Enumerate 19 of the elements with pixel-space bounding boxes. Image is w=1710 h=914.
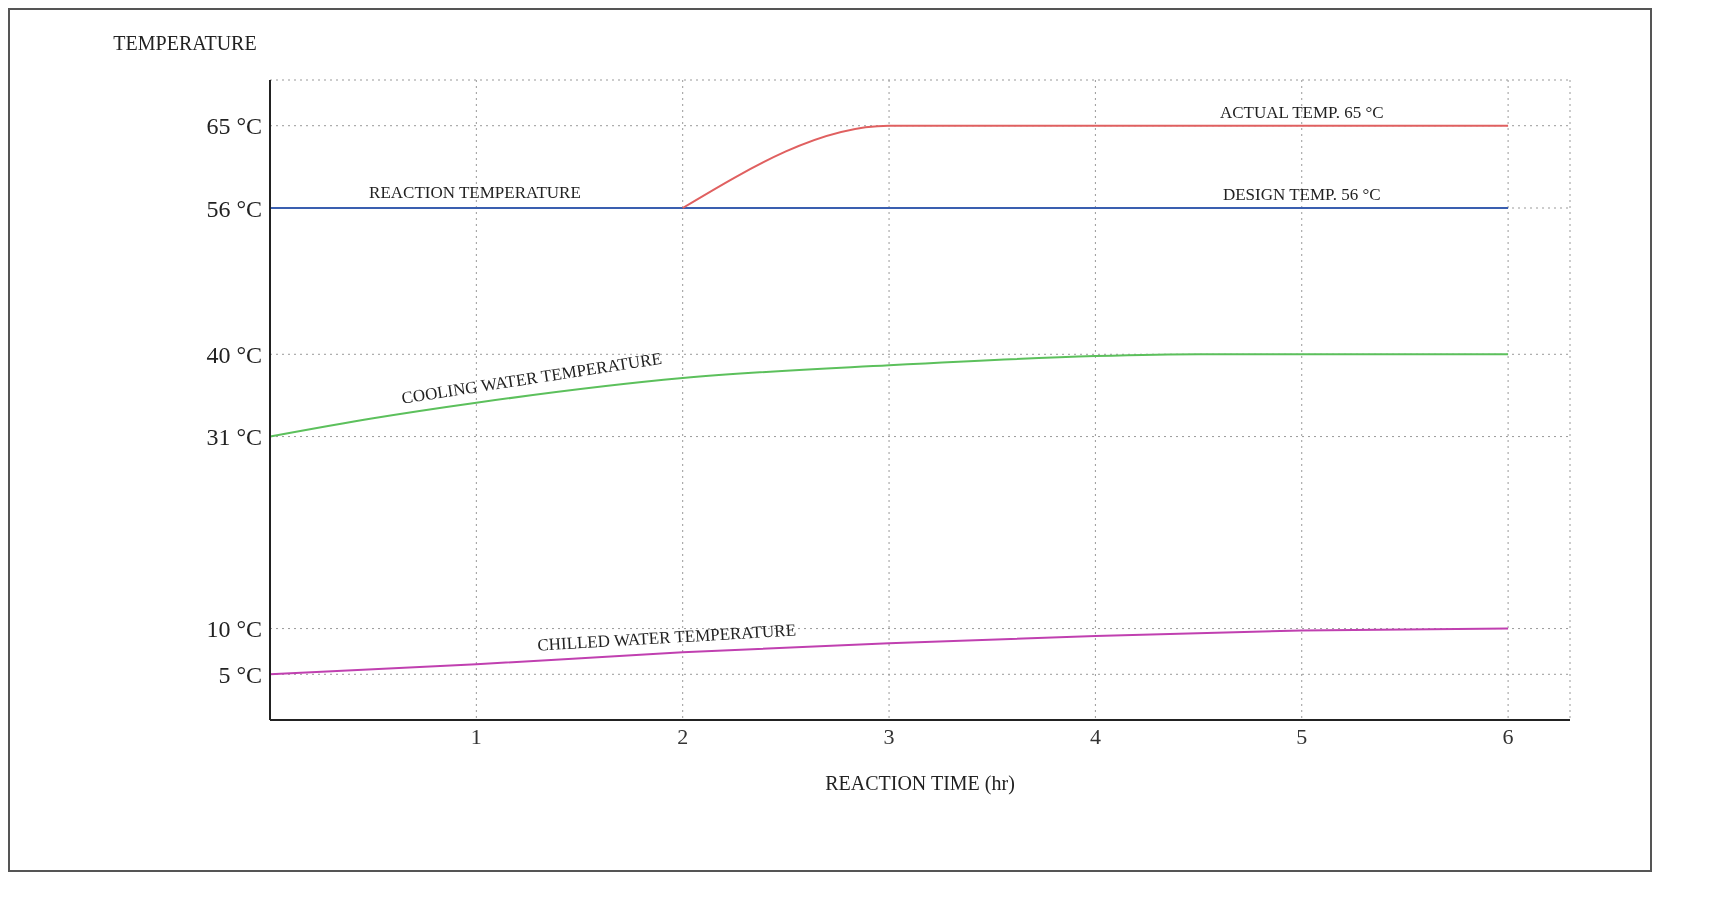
- x-tick-label: 5: [1296, 723, 1308, 749]
- line-series: [270, 353, 1510, 438]
- y-tick-label: 56 °C: [206, 195, 262, 222]
- y-tick-label: 31 °C: [206, 424, 262, 451]
- x-tick-label: 2: [677, 723, 689, 749]
- y-tick-label: 40 °C: [206, 341, 262, 368]
- y-tick-label: 5 °C: [218, 661, 262, 688]
- x-axis-title: REACTION TIME (hr): [825, 772, 1015, 795]
- annotation: DESIGN TEMP. 56 °C: [1222, 185, 1381, 204]
- y-tick-label: 10 °C: [206, 616, 262, 643]
- series-label: CHILLED WATER TEMPERATURE: [536, 620, 797, 655]
- x-tick-label: 1: [470, 723, 482, 749]
- x-tick-label: 4: [1089, 723, 1101, 749]
- annotation: ACTUAL TEMP. 65 °C: [1219, 102, 1384, 122]
- y-axis-title: TEMPERATURE: [113, 32, 257, 54]
- x-tick-label: 6: [1502, 723, 1514, 749]
- x-tick-label: 3: [883, 723, 895, 749]
- series-label: REACTION TEMPERATURE: [369, 183, 581, 202]
- y-tick-label: 65 °C: [206, 113, 262, 140]
